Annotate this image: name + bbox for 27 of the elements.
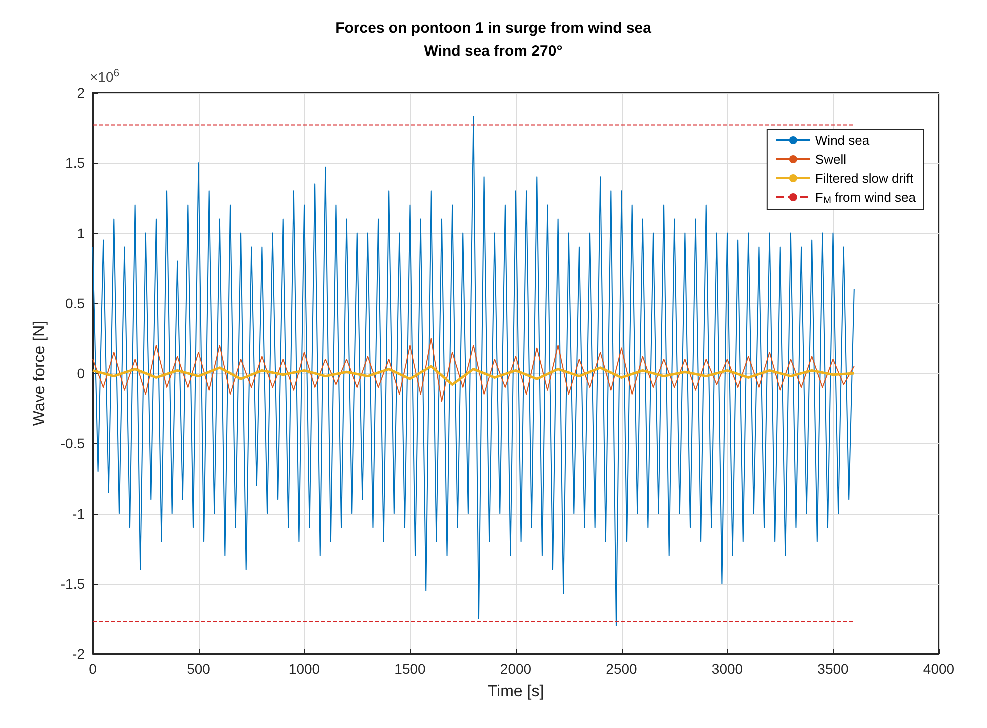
x-tick-label: 2000 bbox=[500, 661, 532, 677]
x-tick-label: 1500 bbox=[394, 661, 426, 677]
legend-label: Filtered slow drift bbox=[815, 171, 914, 186]
x-tick-label: 3500 bbox=[818, 661, 850, 677]
y-tick-label: -1 bbox=[72, 506, 86, 522]
chart-subtitle: Wind sea from 270° bbox=[424, 43, 563, 60]
y-tick-label: -2 bbox=[72, 646, 86, 662]
y-tick-label: -1.5 bbox=[60, 576, 86, 592]
x-tick-label: 3000 bbox=[712, 661, 744, 677]
x-tick-label: 1000 bbox=[288, 661, 320, 677]
line-series bbox=[92, 338, 855, 402]
y-tick-label: 0 bbox=[77, 366, 86, 382]
y-tick-label: 1.5 bbox=[66, 155, 86, 172]
x-tick-label: 0 bbox=[89, 661, 98, 677]
y-tick-label: 1 bbox=[77, 225, 86, 242]
y-tick-label: 2 bbox=[77, 85, 86, 101]
legend-label: Wind sea bbox=[815, 133, 870, 148]
y-axis-title: Wave force [N] bbox=[32, 320, 48, 426]
chart-title: Forces on pontoon 1 in surge from wind sea bbox=[336, 20, 652, 37]
line-series bbox=[92, 365, 856, 386]
y-tick-label: -0.5 bbox=[60, 436, 86, 452]
x-axis-title: Time [s] bbox=[488, 684, 544, 700]
x-tick-label: 2500 bbox=[606, 661, 638, 677]
x-tick-label: 4000 bbox=[923, 661, 955, 677]
y-tick-label: 0.5 bbox=[66, 295, 86, 312]
legend-label: Swell bbox=[815, 152, 847, 167]
x-tick-label: 500 bbox=[187, 661, 211, 677]
